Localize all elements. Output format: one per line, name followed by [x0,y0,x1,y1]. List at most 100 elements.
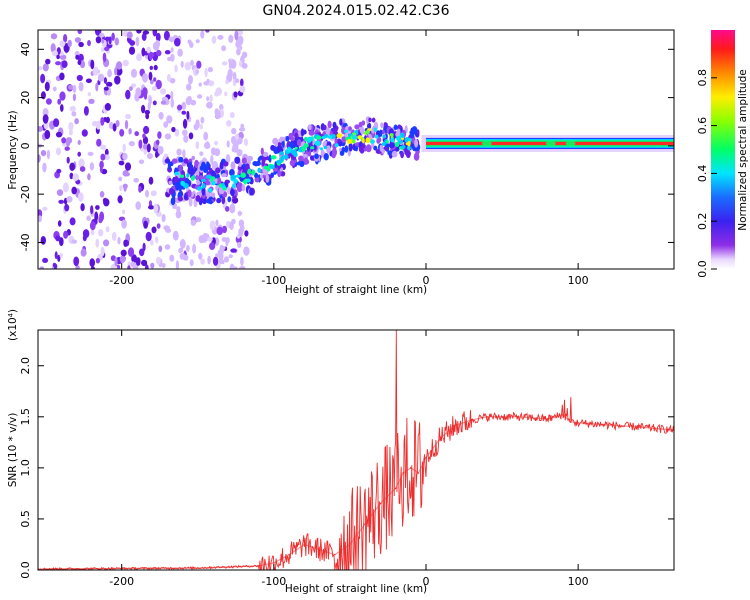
noise-speck [95,36,102,44]
noise-speck [81,129,88,137]
noise-speck [77,30,83,35]
ridge-highlight [291,149,298,156]
noise-speck [158,111,164,120]
noise-speck [186,95,192,103]
noise-speck [90,229,95,236]
noise-speck [196,60,202,69]
ridge-speck [178,164,183,172]
colorbar-gradient [711,30,735,269]
ridge-speck [196,191,203,197]
noise-speck [122,59,129,67]
ridge-speck [205,192,211,197]
snr-point [546,418,549,420]
noise-speck [232,71,237,82]
noise-speck [45,58,51,65]
ridge-speck [380,122,384,129]
noise-speck [138,159,145,165]
noise-speck [59,54,67,60]
ridge-speck [230,161,236,171]
noise-speck [168,36,175,43]
ridge-speck [294,132,299,139]
ridge-highlight [319,147,323,151]
ridge-speck [227,196,232,203]
noise-speck [237,30,244,36]
noise-speck [153,64,158,71]
noise-speck [226,140,230,148]
noise-speck [98,229,104,237]
noise-speck [82,234,87,242]
noise-speck [160,100,167,105]
noise-speck [77,192,84,202]
noise-speck [187,39,192,45]
ridge-speck [281,139,285,148]
noise-speck [125,89,131,100]
ridge-highlight [222,185,226,189]
noise-speck [55,147,62,156]
noise-speck [200,116,205,124]
noise-speck [59,72,65,81]
ridge-speck [261,160,265,167]
noise-speck [120,249,127,257]
ridge-highlight [232,183,236,189]
ridge-speck [262,168,268,176]
ridge-speck [245,173,250,179]
noise-speck [112,123,117,132]
noise-speck [148,205,155,210]
ridge-speck [236,183,243,193]
noise-speck [243,246,250,256]
noise-speck [190,59,194,66]
noise-speck [72,173,79,181]
noise-speck [76,74,83,82]
noise-speck [105,226,110,233]
noise-speck [233,91,238,98]
noise-speck [40,73,46,84]
noise-speck [142,133,146,139]
x-tick-label: -200 [109,575,134,588]
noise-speck [170,47,174,53]
noise-speck [155,32,161,42]
spectrogram-ylabel: Frequency (Hz) [7,110,19,189]
ridge-speck [194,159,199,168]
noise-speck [142,242,146,252]
noise-speck [202,232,208,243]
noise-speck [117,236,121,245]
noise-speck [72,93,76,102]
ridge-highlight [205,174,212,179]
noise-speck [99,160,104,169]
noise-speck [94,211,99,222]
noise-speck [72,84,77,94]
ridge-highlight [351,135,358,140]
noise-speck [146,46,151,54]
noise-speck [124,119,129,130]
noise-speck [136,53,143,62]
ridge-highlight [355,129,359,136]
ridge-speck [389,142,395,149]
noise-speck [169,77,176,84]
noise-speck [215,253,219,258]
noise-speck [38,66,43,71]
noise-speck [240,78,244,87]
ridge-highlight [327,135,333,139]
ridge-speck [198,175,204,181]
noise-speck [38,215,42,223]
noise-speck [86,215,91,221]
ridge-speck [332,121,337,129]
noise-speck [144,109,150,115]
noise-speck [231,127,237,135]
ridge-highlight [286,147,291,152]
noise-speck [174,64,178,73]
ridge-speck [391,150,398,158]
spectrogram-marks [38,30,674,269]
noise-speck [50,33,58,40]
noise-speck [158,245,163,253]
ridge-speck [171,158,178,164]
ridge-speck [348,142,353,152]
noise-speck [228,254,233,259]
noise-speck [59,40,66,47]
noise-speck [52,262,57,268]
noise-speck [74,118,79,125]
noise-speck [206,101,213,109]
noise-speck [141,104,146,114]
noise-speck [232,142,239,153]
